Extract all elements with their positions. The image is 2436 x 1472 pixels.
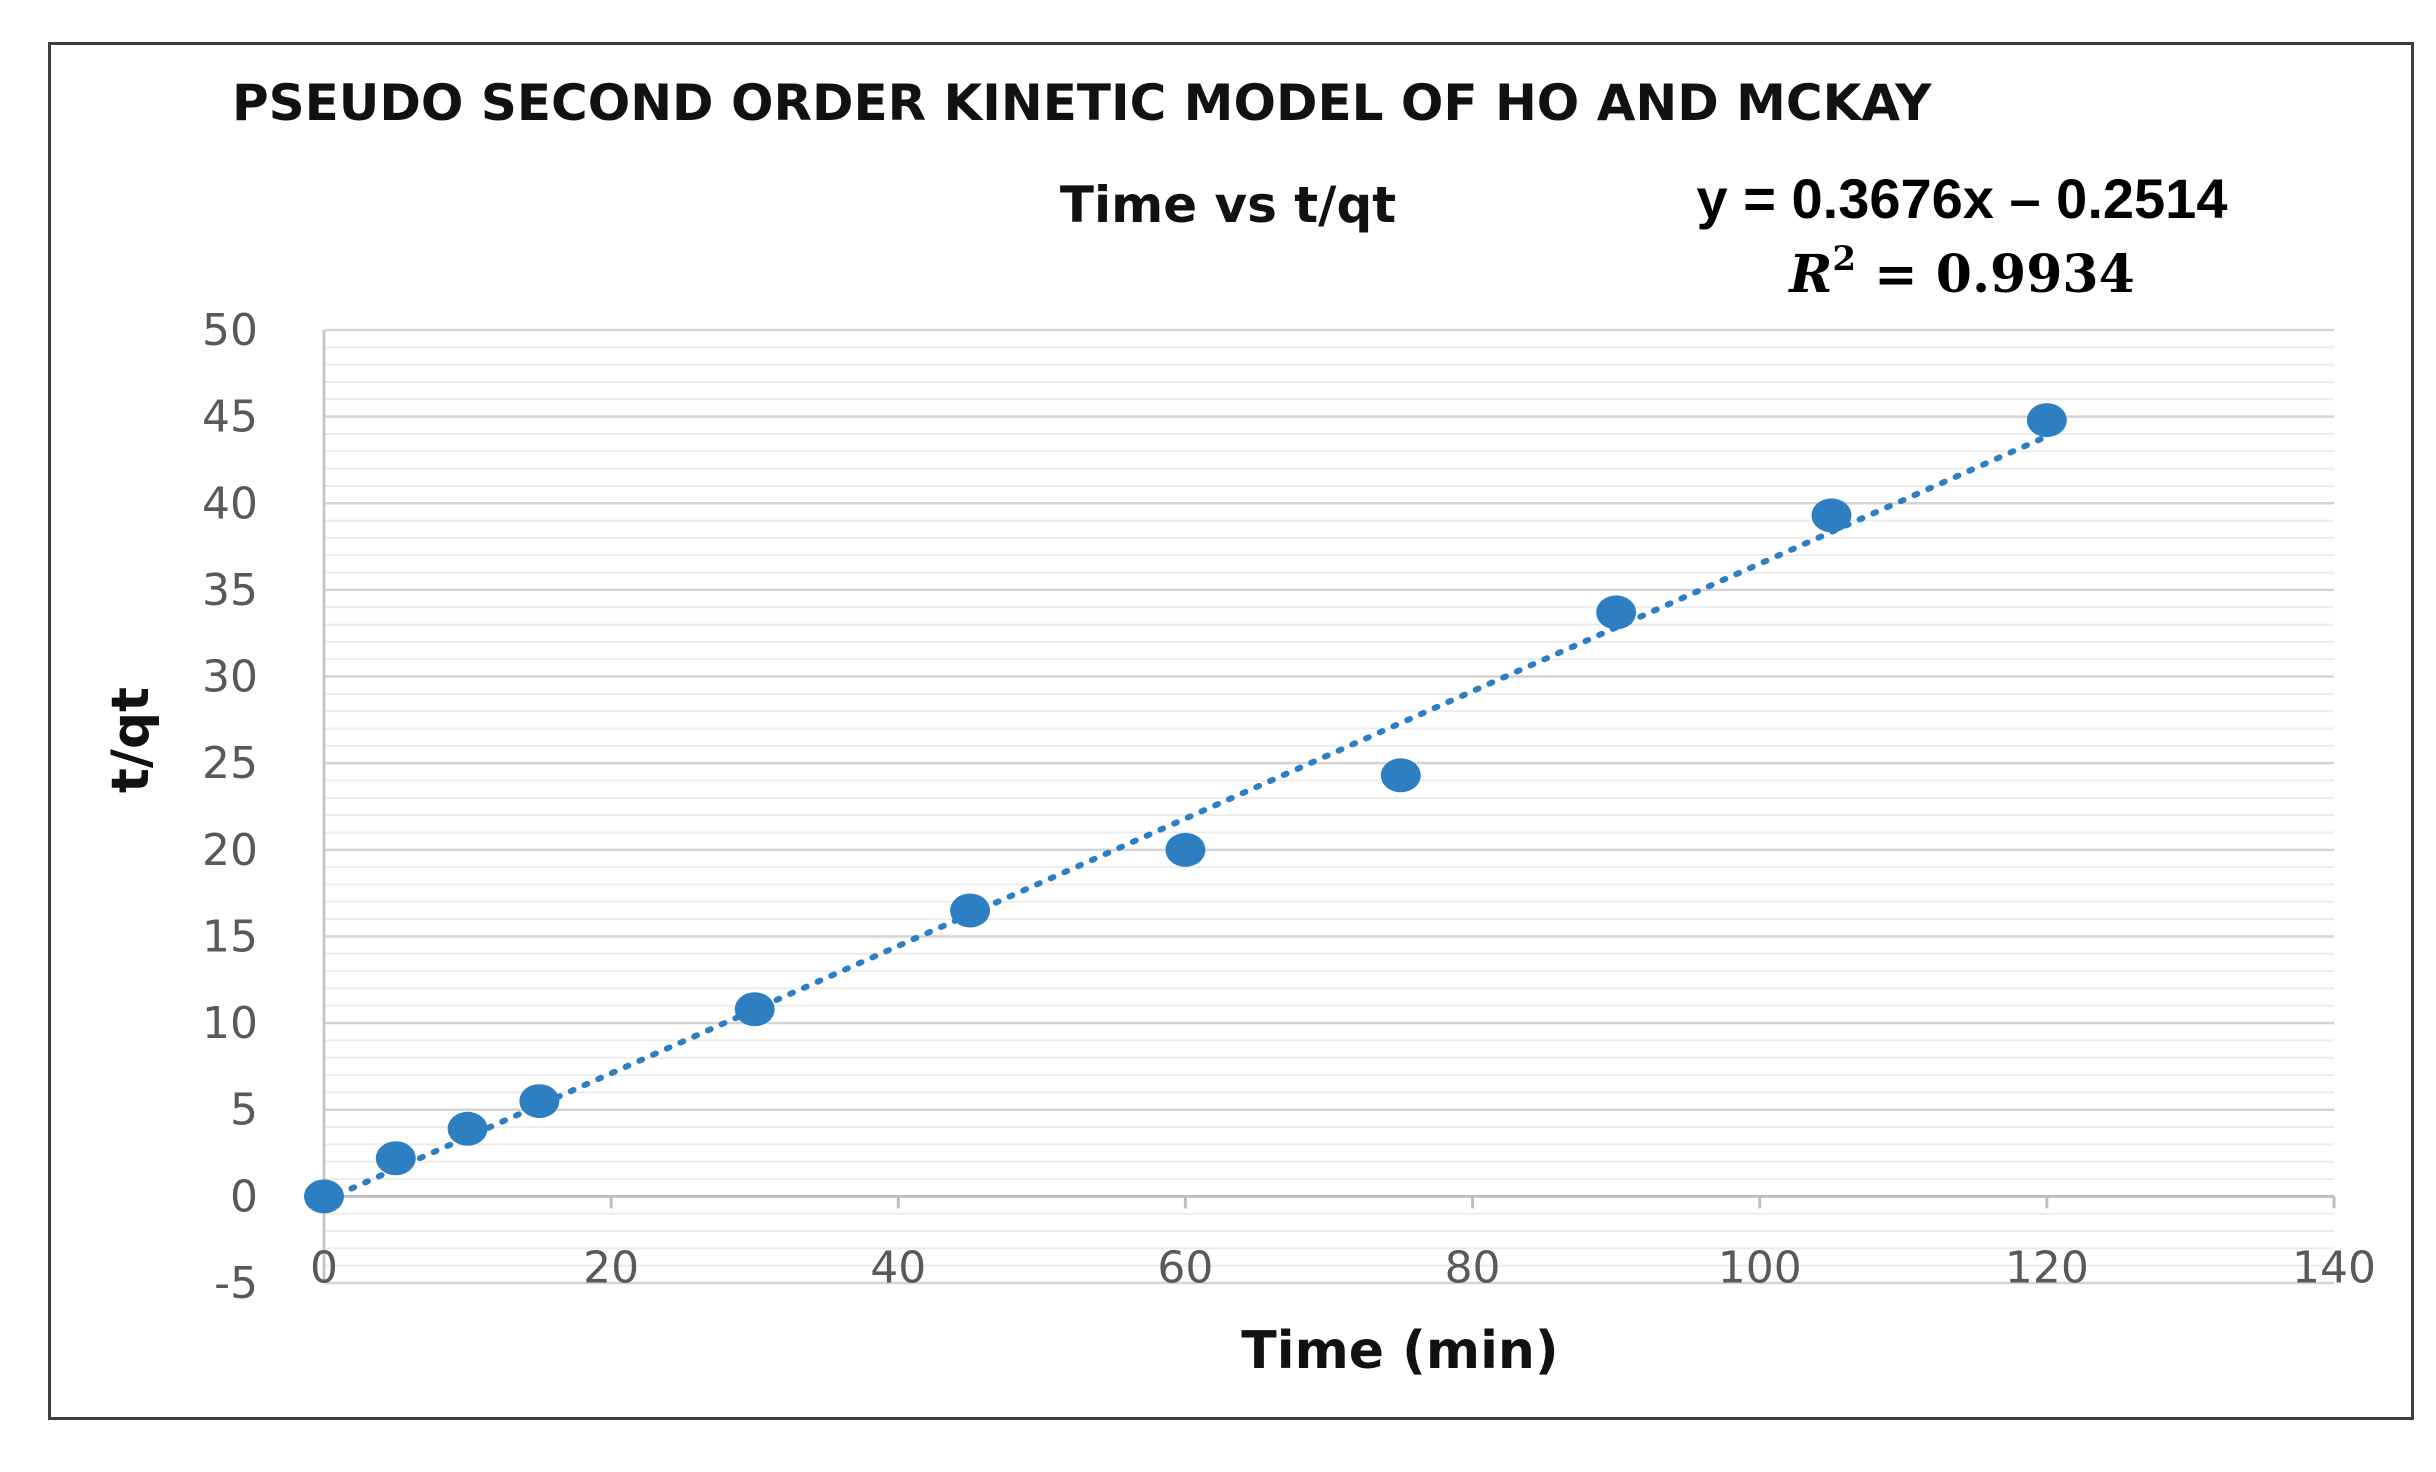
data-point [447, 1111, 488, 1146]
axes [322, 330, 2334, 1283]
y-tick-label: 35 [202, 565, 258, 616]
trendline [321, 433, 2050, 1204]
data-point [304, 1179, 344, 1214]
x-tick-label: 120 [2005, 1242, 2089, 1293]
data-point [950, 893, 991, 928]
x-tick-label: 0 [310, 1242, 338, 1293]
x-axis-ticks: 0 20 40 60 80 100 120 140 [310, 1196, 2376, 1293]
y-tick-label: 25 [202, 738, 258, 789]
y-tick-label: 5 [230, 1085, 258, 1136]
y-axis-title: t/qt [101, 687, 161, 793]
chart-title: PSEUDO SECOND ORDER KINETIC MODEL OF HO … [232, 74, 1932, 132]
data-point [1596, 595, 1637, 630]
y-tick-label: 10 [202, 998, 258, 1049]
y-tick-label: 45 [202, 392, 258, 443]
data-point [1380, 758, 1421, 793]
x-axis-title: Time (min) [1241, 1321, 1558, 1381]
y-tick-label: 15 [202, 911, 258, 962]
y-tick-label: 0 [230, 1171, 258, 1222]
chart-frame [48, 42, 2414, 1420]
y-tick-label: 30 [202, 652, 258, 703]
x-tick-label: 20 [583, 1242, 639, 1293]
y-tick-label: -5 [214, 1258, 258, 1309]
chart-subtitle: Time vs t/qt [1060, 176, 1396, 234]
data-points [304, 403, 2067, 1214]
y-tick-label: 50 [202, 305, 258, 356]
r-squared-superscript: 2 [1832, 239, 1856, 279]
gridlines [324, 328, 2334, 1285]
y-tick-label: 40 [202, 478, 258, 529]
r-squared-symbol: R [1787, 244, 1832, 305]
x-tick-label: 140 [2292, 1242, 2376, 1293]
data-point [1811, 498, 1852, 533]
data-point [1165, 832, 1206, 867]
r-squared-value: = 0.9934 [1874, 244, 2135, 305]
x-tick-label: 100 [1718, 1242, 1802, 1293]
y-tick-label: 20 [202, 825, 258, 876]
x-tick-label: 80 [1445, 1242, 1501, 1293]
y-axis-ticks: -5 0 5 10 15 20 25 30 35 40 45 50 [202, 305, 258, 1309]
data-point [2026, 403, 2067, 438]
trendline-line [321, 433, 2050, 1204]
x-tick-label: 60 [1157, 1242, 1213, 1293]
trendline-equation: y = 0.3676x – 0.2514 [1697, 167, 2228, 230]
data-point [375, 1141, 416, 1176]
data-point [519, 1084, 560, 1119]
r-squared-label: R2 = 0.9934 [1787, 239, 2135, 305]
data-point [734, 992, 775, 1027]
x-tick-label: 40 [870, 1242, 926, 1293]
